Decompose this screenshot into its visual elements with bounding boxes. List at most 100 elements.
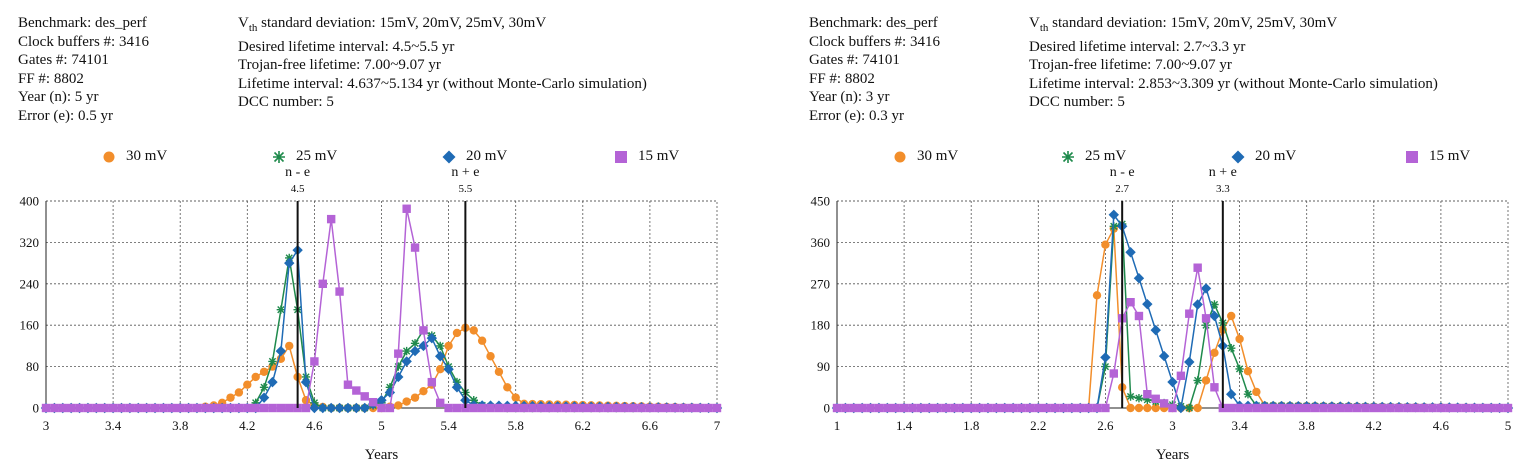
data-point bbox=[941, 403, 951, 413]
data-point bbox=[1185, 403, 1194, 413]
data-point bbox=[899, 403, 909, 413]
legend-item-30mv: 30 mV bbox=[893, 148, 958, 165]
data-point bbox=[1151, 394, 1160, 403]
data-point bbox=[352, 386, 361, 395]
data-point bbox=[992, 403, 1001, 413]
data-point bbox=[908, 403, 917, 413]
chart-legend: 30 mV 25 mV 20 mV 15 mV bbox=[102, 148, 742, 168]
info-line: DCC number: 5 bbox=[1029, 94, 1125, 110]
info-line: FF #: 8802 bbox=[809, 70, 875, 87]
x-tick-label: 6.2 bbox=[575, 418, 591, 433]
data-point bbox=[1361, 403, 1370, 413]
data-point bbox=[670, 403, 680, 413]
line-chart-1: 3 3.4 3.8 4.2 4.6 5 5.4 5.8 6.2 6.6 7 0 80 160 240 320 4… bbox=[20, 165, 723, 463]
data-point bbox=[1310, 403, 1320, 413]
data-point bbox=[1192, 299, 1203, 310]
data-point bbox=[1076, 403, 1085, 413]
data-point bbox=[325, 402, 337, 414]
data-point bbox=[612, 403, 621, 413]
data-point bbox=[891, 403, 900, 413]
legend-item-20mv: 20 mV bbox=[1231, 148, 1296, 165]
x-tick-label: 4.6 bbox=[306, 418, 323, 433]
x-tick-label: 3.8 bbox=[172, 418, 188, 433]
x-tick-label: 3.8 bbox=[1299, 418, 1315, 433]
data-point bbox=[410, 339, 420, 348]
data-point bbox=[1101, 362, 1110, 371]
data-point bbox=[1201, 376, 1211, 385]
data-point bbox=[967, 403, 976, 413]
data-point bbox=[528, 403, 537, 413]
data-point bbox=[503, 383, 512, 392]
data-point bbox=[975, 403, 984, 413]
data-point bbox=[950, 403, 959, 413]
data-point bbox=[933, 403, 942, 413]
data-point bbox=[712, 403, 722, 413]
data-point bbox=[1210, 383, 1219, 392]
data-point bbox=[1143, 390, 1152, 399]
square-marker-icon bbox=[1406, 150, 1418, 163]
data-point bbox=[1134, 403, 1144, 413]
data-point bbox=[1175, 402, 1187, 414]
diamond-marker-icon bbox=[442, 150, 456, 163]
data-point bbox=[1184, 356, 1195, 368]
data-point bbox=[359, 402, 370, 414]
plot-frame bbox=[45, 200, 718, 409]
data-point bbox=[452, 328, 462, 338]
data-point bbox=[435, 351, 446, 362]
data-point bbox=[301, 403, 311, 413]
data-point bbox=[1252, 387, 1261, 397]
data-point bbox=[243, 403, 252, 413]
data-point bbox=[687, 403, 697, 413]
data-point bbox=[983, 403, 993, 413]
data-point bbox=[1134, 393, 1144, 403]
data-point bbox=[167, 403, 177, 413]
data-point bbox=[561, 403, 571, 413]
data-point bbox=[284, 257, 295, 269]
data-point bbox=[832, 403, 842, 413]
data-point bbox=[1503, 403, 1513, 413]
data-point bbox=[310, 357, 319, 366]
data-point bbox=[318, 279, 327, 288]
data-point bbox=[394, 362, 403, 371]
data-point bbox=[226, 403, 235, 413]
data-point bbox=[1377, 403, 1387, 413]
data-point bbox=[1461, 403, 1471, 413]
data-point bbox=[394, 401, 403, 410]
vth-line: Vth standard deviation: 15mV, 20mV, 25mV… bbox=[238, 15, 547, 34]
data-point bbox=[402, 397, 411, 406]
data-point bbox=[268, 403, 277, 413]
y-tick-label: 400 bbox=[20, 194, 40, 209]
data-point bbox=[1008, 403, 1018, 413]
x-tick-label: 4.2 bbox=[1366, 418, 1382, 433]
data-point bbox=[1235, 334, 1244, 344]
data-point bbox=[494, 403, 504, 413]
data-point bbox=[92, 403, 101, 413]
data-point bbox=[849, 403, 858, 413]
data-point bbox=[1403, 403, 1412, 413]
info-line: Desired lifetime interval: 4.5~5.5 yr bbox=[238, 38, 455, 55]
info-line: Error (e): 0.3 yr bbox=[809, 107, 904, 124]
data-point bbox=[217, 403, 227, 413]
data-point bbox=[427, 377, 437, 387]
data-point bbox=[519, 403, 529, 413]
data-point bbox=[1344, 403, 1353, 413]
x-tick-label: 2.2 bbox=[1030, 418, 1046, 433]
data-point bbox=[679, 403, 688, 413]
data-point bbox=[385, 403, 395, 413]
x-tick-label: 4.2 bbox=[239, 418, 255, 433]
y-tick-label: 450 bbox=[811, 194, 831, 209]
data-point bbox=[301, 396, 311, 405]
data-point bbox=[58, 403, 67, 413]
y-tick-label: 160 bbox=[20, 318, 40, 333]
data-point bbox=[645, 403, 655, 413]
data-point bbox=[916, 403, 926, 413]
square-marker-icon bbox=[615, 150, 627, 163]
star-marker-icon bbox=[1062, 150, 1074, 163]
data-point bbox=[108, 403, 118, 413]
data-point bbox=[1126, 392, 1135, 401]
data-point bbox=[276, 403, 286, 413]
data-point bbox=[192, 403, 202, 413]
data-point bbox=[326, 214, 336, 224]
threshold-label: n - e bbox=[285, 165, 310, 180]
data-point bbox=[259, 383, 269, 392]
